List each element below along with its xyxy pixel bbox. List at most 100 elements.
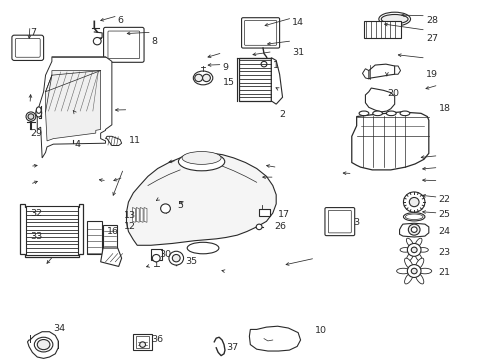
Ellipse shape — [37, 339, 50, 350]
Text: 5: 5 — [177, 201, 183, 210]
Text: 7: 7 — [30, 28, 36, 37]
Ellipse shape — [187, 242, 219, 254]
FancyBboxPatch shape — [244, 21, 276, 45]
Ellipse shape — [399, 248, 410, 252]
Ellipse shape — [417, 268, 431, 274]
Text: 15: 15 — [222, 78, 234, 87]
Circle shape — [410, 247, 416, 253]
Ellipse shape — [36, 109, 41, 117]
Text: 28: 28 — [425, 15, 437, 24]
Text: 17: 17 — [277, 210, 289, 219]
Polygon shape — [37, 57, 112, 158]
Circle shape — [256, 224, 262, 230]
Ellipse shape — [414, 258, 423, 270]
Text: 4: 4 — [75, 140, 81, 149]
Text: 35: 35 — [184, 257, 197, 266]
Bar — [26, 206, 78, 255]
Text: 31: 31 — [292, 48, 304, 57]
Circle shape — [172, 255, 180, 262]
Polygon shape — [362, 69, 368, 79]
Polygon shape — [368, 64, 394, 79]
Bar — [238, 58, 271, 101]
Polygon shape — [132, 208, 135, 222]
Polygon shape — [136, 208, 139, 222]
Circle shape — [407, 265, 420, 278]
Polygon shape — [27, 332, 58, 359]
Ellipse shape — [403, 213, 424, 221]
Ellipse shape — [378, 12, 410, 26]
Text: 26: 26 — [274, 222, 286, 231]
FancyBboxPatch shape — [15, 39, 40, 57]
Text: 2: 2 — [279, 110, 285, 119]
Ellipse shape — [36, 107, 41, 113]
Text: 6: 6 — [118, 15, 123, 24]
Bar — [259, 208, 269, 216]
FancyBboxPatch shape — [108, 31, 140, 59]
Ellipse shape — [417, 248, 427, 252]
Text: 37: 37 — [225, 343, 238, 352]
Text: 10: 10 — [315, 326, 326, 335]
Polygon shape — [20, 204, 82, 257]
Text: 23: 23 — [438, 248, 450, 257]
Ellipse shape — [404, 273, 412, 284]
Bar — [136, 336, 149, 348]
FancyBboxPatch shape — [328, 210, 350, 233]
FancyBboxPatch shape — [12, 35, 43, 60]
Polygon shape — [271, 58, 282, 104]
Text: 18: 18 — [438, 104, 449, 113]
Ellipse shape — [372, 111, 382, 116]
Ellipse shape — [414, 238, 421, 247]
Circle shape — [407, 224, 419, 235]
Ellipse shape — [406, 238, 412, 247]
Ellipse shape — [396, 268, 409, 274]
FancyBboxPatch shape — [103, 27, 144, 62]
Circle shape — [410, 227, 416, 233]
Circle shape — [160, 204, 170, 213]
Circle shape — [93, 37, 101, 45]
Text: 33: 33 — [30, 231, 42, 240]
Ellipse shape — [182, 152, 221, 165]
Text: 1: 1 — [272, 62, 278, 71]
Circle shape — [26, 112, 36, 121]
Text: 14: 14 — [292, 18, 304, 27]
Polygon shape — [144, 208, 147, 222]
Text: 16: 16 — [107, 227, 119, 236]
Text: 30: 30 — [159, 250, 171, 259]
Ellipse shape — [193, 71, 212, 85]
Polygon shape — [101, 248, 122, 266]
Text: 36: 36 — [151, 336, 163, 345]
Ellipse shape — [178, 152, 224, 171]
Text: 19: 19 — [425, 70, 437, 79]
Circle shape — [168, 251, 183, 265]
Text: 27: 27 — [425, 34, 437, 43]
Polygon shape — [126, 153, 276, 245]
Text: 32: 32 — [30, 208, 42, 217]
Text: 22: 22 — [438, 195, 449, 204]
Text: 20: 20 — [386, 89, 398, 98]
Ellipse shape — [386, 111, 395, 116]
Circle shape — [140, 342, 145, 347]
FancyBboxPatch shape — [325, 208, 354, 236]
Polygon shape — [365, 88, 394, 112]
Ellipse shape — [381, 14, 407, 24]
Circle shape — [408, 198, 418, 207]
Circle shape — [403, 192, 424, 212]
Bar — [103, 225, 117, 248]
Polygon shape — [249, 326, 300, 351]
Text: 13: 13 — [123, 211, 135, 220]
Text: 9: 9 — [222, 63, 228, 72]
Polygon shape — [105, 136, 122, 145]
Text: 11: 11 — [128, 136, 140, 145]
Ellipse shape — [34, 337, 53, 352]
Polygon shape — [45, 71, 101, 141]
Circle shape — [261, 62, 266, 67]
Text: 34: 34 — [53, 324, 65, 333]
Circle shape — [410, 268, 416, 274]
Ellipse shape — [414, 252, 421, 262]
Text: 21: 21 — [438, 268, 449, 277]
Text: 3: 3 — [352, 218, 358, 227]
Polygon shape — [140, 208, 143, 222]
Text: 29: 29 — [30, 129, 42, 138]
Ellipse shape — [358, 111, 368, 116]
Circle shape — [194, 74, 202, 82]
